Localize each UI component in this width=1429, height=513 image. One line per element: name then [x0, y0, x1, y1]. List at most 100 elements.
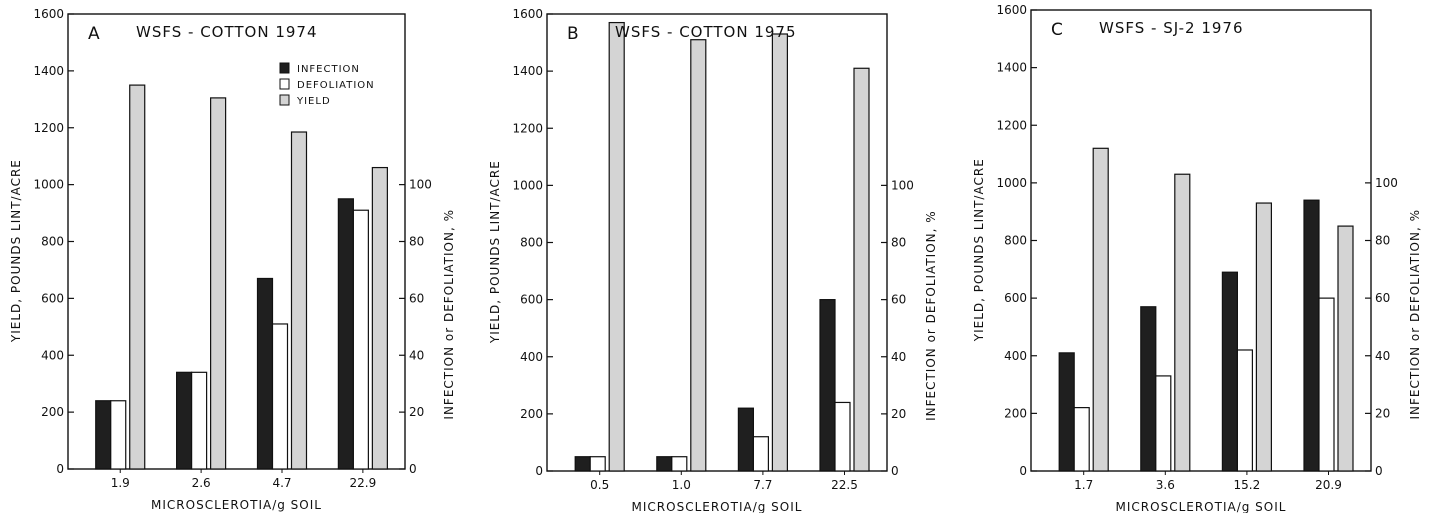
- y-tick-label: 1400: [33, 64, 64, 78]
- y2-tick-label: 80: [1375, 234, 1390, 248]
- bar-yield: [608, 21, 625, 472]
- y2-tick-label: 80: [891, 236, 906, 250]
- y-tick-label: 400: [41, 348, 64, 362]
- x-tick-label: 1.7: [1074, 478, 1093, 492]
- bar-yield: [290, 131, 308, 470]
- y2-tick-label: 60: [409, 291, 424, 305]
- y-tick-label: 1200: [33, 121, 64, 135]
- y-tick-label: 1000: [512, 178, 543, 192]
- y-tick-label: 200: [520, 407, 543, 421]
- y-axis-label: YIELD, POUNDS LINT/ACRE: [9, 159, 23, 343]
- y-tick-label: 200: [1004, 406, 1027, 420]
- x-tick-label: 0.5: [590, 478, 609, 492]
- y-tick-label: 1600: [33, 7, 64, 21]
- x-tick-label: 3.6: [1156, 478, 1175, 492]
- y-tick-label: 0: [56, 462, 64, 476]
- bar-yield: [1255, 202, 1273, 472]
- bar-infection: [819, 299, 836, 472]
- bar-defoliation: [271, 323, 289, 470]
- bar-defoliation: [352, 209, 369, 470]
- y2-tick-label: 0: [409, 462, 417, 476]
- bar-yield: [1337, 225, 1354, 472]
- x-axis-label: MICROSCLEROTIA/g SOIL: [151, 498, 322, 512]
- y-tick-label: 0: [535, 464, 543, 478]
- bar-infection: [176, 371, 193, 470]
- panel-letter: C: [1051, 20, 1063, 40]
- y2-tick-label: 20: [1375, 406, 1390, 420]
- y2-tick-label: 100: [891, 178, 914, 192]
- bar-infection: [95, 400, 112, 470]
- x-tick-label: 22.5: [831, 478, 858, 492]
- x-tick-label: 1.9: [111, 476, 130, 490]
- panel-letter: A: [88, 24, 100, 44]
- y2-tick-label: 40: [1375, 349, 1390, 363]
- legend-yield-label: YIELD: [296, 96, 331, 107]
- bar-infection: [1140, 306, 1157, 472]
- y-tick-label: 600: [520, 293, 543, 307]
- bar-defoliation: [752, 436, 770, 472]
- bar-yield: [690, 39, 707, 472]
- y2-tick-label: 0: [1375, 464, 1383, 478]
- y2-tick-label: 60: [891, 293, 906, 307]
- bar-infection: [256, 277, 274, 470]
- chart-panel-a: 0 200 400 600 800 1000 1200 1400 1600 0 20 40 60 80 10…: [9, 7, 456, 512]
- panel-letter: B: [567, 24, 579, 44]
- y2-tick-label: 40: [891, 350, 906, 364]
- chart-title: WSFS - COTTON 1975: [615, 23, 797, 41]
- bar-yield: [771, 33, 789, 472]
- y-tick-label: 600: [1004, 291, 1027, 305]
- y-tick-label: 1000: [33, 178, 64, 192]
- y-tick-label: 800: [1004, 234, 1027, 248]
- x-tick-label: 22.9: [350, 476, 377, 490]
- y-tick-label: 400: [520, 350, 543, 364]
- chart-panel-c: 0 200 400 600 800 1000 1200 1400 1600 0 20 40 60 80 10…: [972, 3, 1422, 513]
- legend-infection-swatch: [279, 62, 290, 74]
- y2-tick-label: 40: [409, 348, 424, 362]
- bar-yield: [1174, 173, 1191, 472]
- x-tick-label: 2.6: [192, 476, 211, 490]
- bar-infection: [1058, 352, 1075, 472]
- bar-infection: [656, 456, 673, 472]
- y-tick-label: 1400: [996, 61, 1027, 75]
- bar-defoliation: [1073, 407, 1090, 472]
- y2-tick-label: 20: [891, 407, 906, 421]
- y-tick-label: 1200: [512, 121, 543, 135]
- legend-defoliation-swatch: [279, 78, 290, 90]
- x-tick-label: 7.7: [753, 478, 772, 492]
- y2-tick-label: 80: [409, 235, 424, 249]
- y-tick-label: 0: [1019, 464, 1027, 478]
- bar-defoliation: [191, 371, 208, 470]
- bar-infection: [337, 198, 354, 470]
- y-tick-label: 800: [520, 236, 543, 250]
- bar-yield: [129, 84, 146, 470]
- y-tick-label: 1200: [996, 118, 1027, 132]
- x-tick-label: 20.9: [1315, 478, 1342, 492]
- y-tick-label: 1000: [996, 176, 1027, 190]
- x-tick-label: 1.0: [672, 478, 691, 492]
- bar-yield: [853, 67, 870, 472]
- x-axis-label: MICROSCLEROTIA/g SOIL: [1116, 500, 1287, 513]
- bar-defoliation: [671, 456, 688, 472]
- bar-defoliation: [1318, 297, 1335, 472]
- bar-infection: [1303, 199, 1320, 472]
- y2-tick-label: 0: [891, 464, 899, 478]
- bar-yield: [210, 97, 227, 470]
- x-axis-label: MICROSCLEROTIA/g SOIL: [632, 500, 803, 513]
- y2-axis-label: INFECTION or DEFOLIATION, %: [442, 209, 456, 420]
- y-tick-label: 800: [41, 235, 64, 249]
- legend-defoliation-label: DEFOLIATION: [297, 80, 375, 91]
- x-tick-label: 15.2: [1234, 478, 1261, 492]
- y2-tick-label: 100: [1375, 176, 1398, 190]
- chart-panel-b: 0 200 400 600 800 1000 1200 1400 1600 0 20 40 60 80 10…: [488, 7, 938, 513]
- x-tick-label: 4.7: [272, 476, 291, 490]
- legend: INFECTION DEFOLIATION YIELD: [279, 62, 375, 107]
- bar-defoliation: [1155, 375, 1172, 472]
- bar-defoliation: [1236, 349, 1254, 472]
- y-tick-label: 600: [41, 291, 64, 305]
- bar-infection: [737, 407, 755, 472]
- y2-tick-label: 60: [1375, 291, 1390, 305]
- y-axis-label: YIELD, POUNDS LINT/ACRE: [488, 160, 502, 344]
- y-tick-label: 1600: [996, 3, 1027, 17]
- legend-yield-swatch: [279, 94, 290, 106]
